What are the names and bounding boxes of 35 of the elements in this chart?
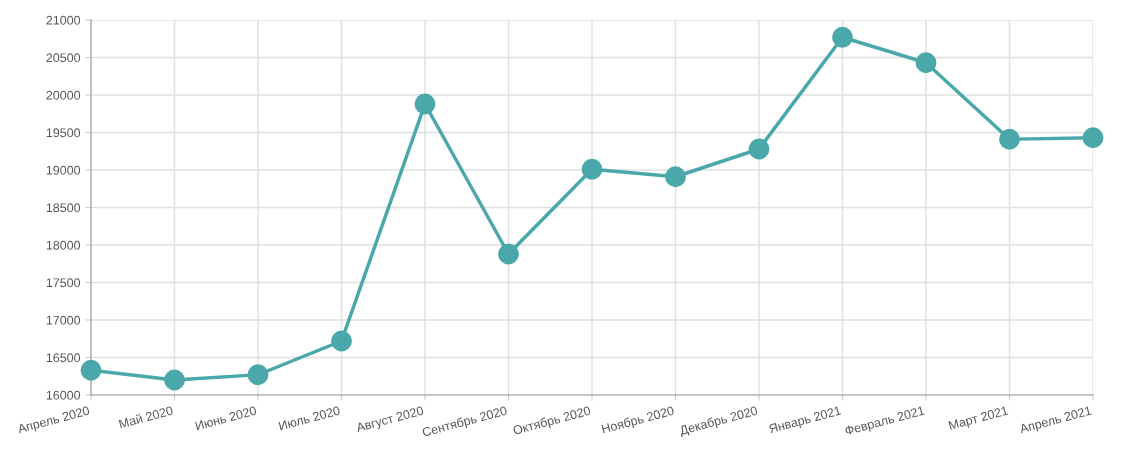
point <box>748 138 770 160</box>
y-tick-label: 20500 <box>46 53 81 63</box>
point <box>999 128 1020 150</box>
point <box>80 359 102 381</box>
x-tick-label: Апрель 2020 <box>16 405 91 436</box>
x-tick-label: Ноябрь 2020 <box>601 405 676 436</box>
point <box>164 369 185 391</box>
x-tick-label: Октябрь 2020 <box>512 405 592 438</box>
point <box>581 158 603 180</box>
y-tick-label: 17000 <box>46 315 81 325</box>
x-tick-label: Февраль 2021 <box>844 405 926 438</box>
y-tick-label: 17500 <box>46 278 81 288</box>
point <box>665 166 686 188</box>
x-tick-label: Июнь 2020 <box>195 405 257 431</box>
y-tick-label: 21000 <box>46 15 81 25</box>
x-tick-label: Март 2021 <box>948 405 1009 433</box>
point <box>414 93 436 115</box>
y-tick-label: 16500 <box>46 353 81 363</box>
y-tick-label: 19500 <box>46 128 81 138</box>
y-tick-label: 19000 <box>46 165 81 175</box>
point <box>247 364 269 386</box>
point <box>832 26 853 48</box>
point <box>498 243 519 265</box>
y-tick-label: 20000 <box>46 90 81 100</box>
point <box>1082 127 1104 149</box>
y-tick-label: 18000 <box>46 240 81 250</box>
x-tick-label: Апрель 2021 <box>1018 405 1093 436</box>
point <box>915 52 937 74</box>
x-tick-label: Декабрь 2020 <box>678 405 759 438</box>
point <box>331 330 352 352</box>
x-tick-label: Июль 2020 <box>278 405 341 431</box>
x-tick-label: Январь 2021 <box>768 405 842 436</box>
y-tick-label: 18500 <box>46 203 81 213</box>
x-tick-label: Май 2020 <box>118 405 174 429</box>
y-tick-label: 16000 <box>46 390 81 400</box>
